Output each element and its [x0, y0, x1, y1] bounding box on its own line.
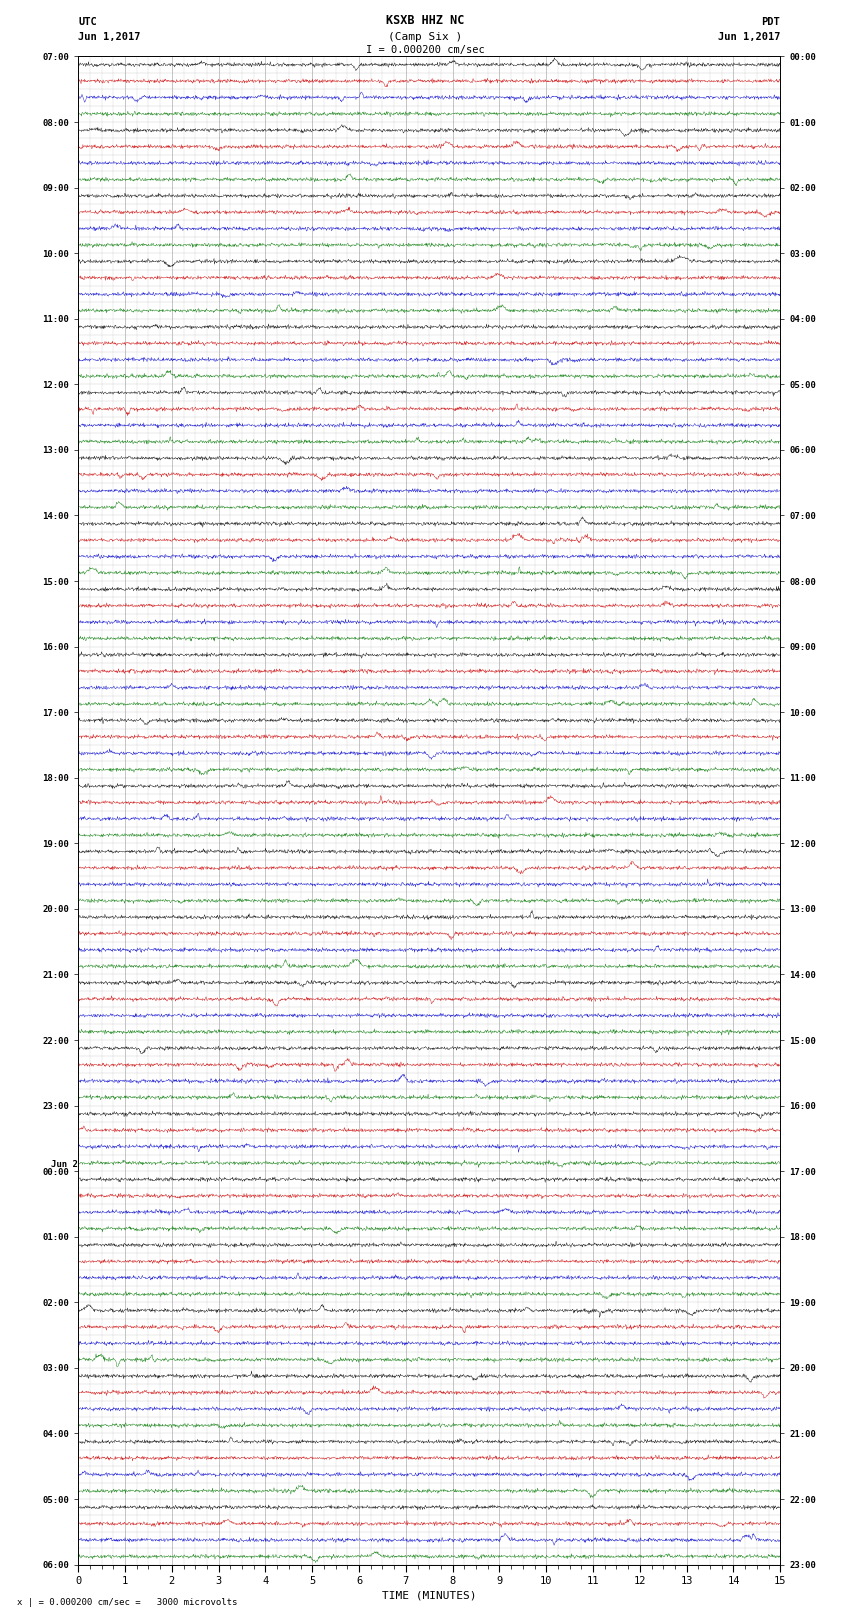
Text: (Camp Six ): (Camp Six ) [388, 32, 462, 42]
Text: Jun 1,2017: Jun 1,2017 [717, 32, 780, 42]
Text: UTC: UTC [78, 18, 97, 27]
Text: I = 0.000200 cm/sec: I = 0.000200 cm/sec [366, 45, 484, 55]
Text: KSXB HHZ NC: KSXB HHZ NC [386, 15, 464, 27]
X-axis label: TIME (MINUTES): TIME (MINUTES) [382, 1590, 477, 1600]
Text: x | = 0.000200 cm/sec =   3000 microvolts: x | = 0.000200 cm/sec = 3000 microvolts [17, 1597, 237, 1607]
Text: Jun 2: Jun 2 [51, 1160, 77, 1169]
Text: Jun 1,2017: Jun 1,2017 [78, 32, 141, 42]
Text: PDT: PDT [762, 18, 780, 27]
